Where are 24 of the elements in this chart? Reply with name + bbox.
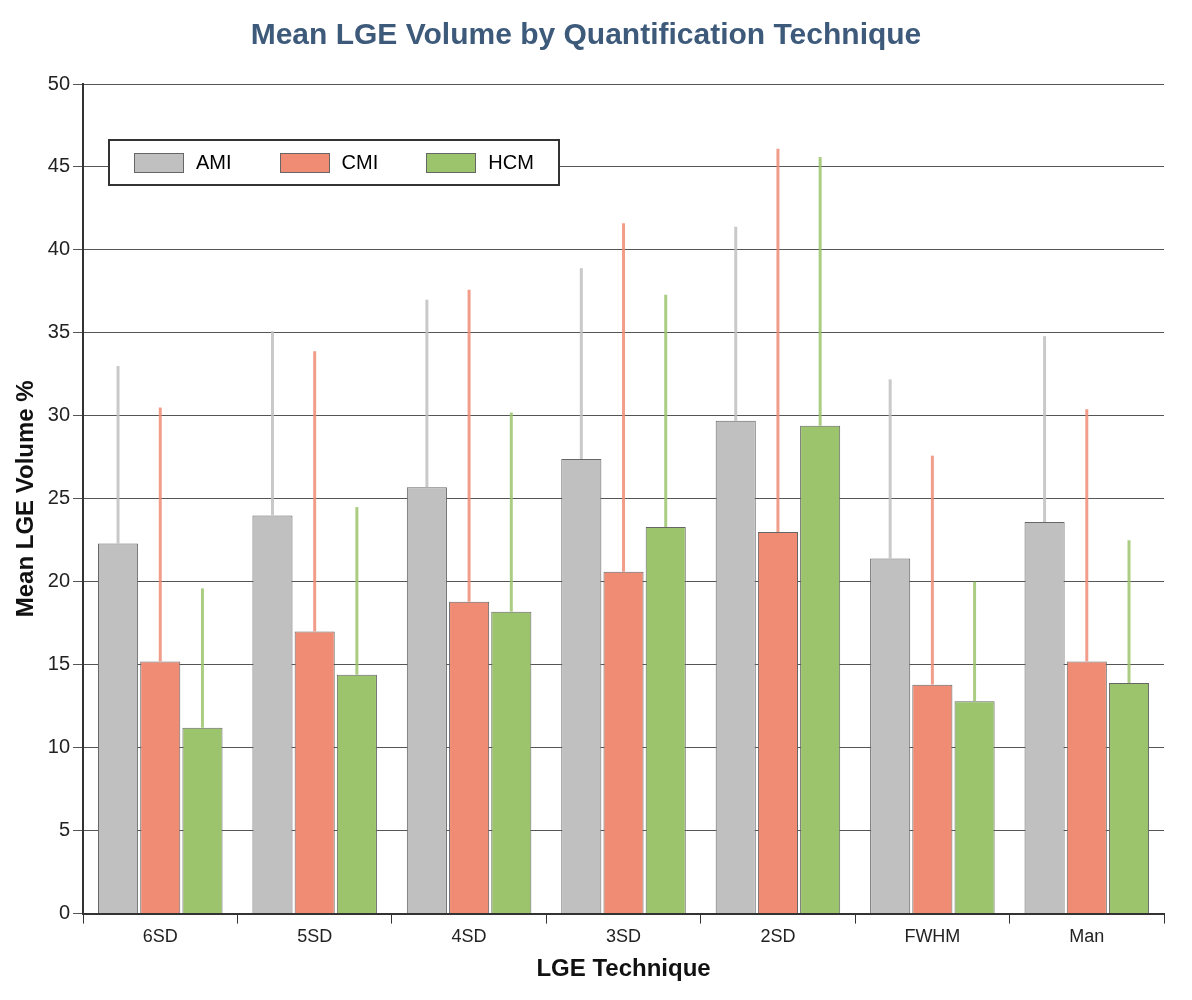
- y-tick-label: 25: [47, 486, 71, 509]
- x-tick-label: 3SD: [606, 926, 642, 947]
- y-tick-label: 45: [47, 154, 71, 177]
- y-tick-label: 10: [47, 735, 71, 758]
- x-tick-label: 6SD: [142, 926, 178, 947]
- chart-title: Mean LGE Volume by Quantification Technique: [250, 17, 922, 51]
- legend-label: CMI: [341, 151, 379, 174]
- x-tick-label: 5SD: [297, 926, 333, 947]
- x-axis-title: LGE Technique: [536, 954, 711, 982]
- y-tick-label: 0: [58, 901, 71, 924]
- y-tick-label: 30: [47, 403, 71, 426]
- x-tick-label: FWHM: [904, 926, 961, 947]
- legend-label: AMI: [196, 151, 232, 174]
- x-tick-label: 2SD: [760, 926, 796, 947]
- legend-label: HCM: [488, 151, 534, 174]
- y-tick-label: 5: [58, 818, 71, 841]
- x-tick-label: 4SD: [451, 926, 487, 947]
- x-tick-label: Man: [1069, 926, 1105, 947]
- y-tick-label: 20: [47, 569, 71, 592]
- y-tick-label: 35: [47, 320, 71, 343]
- y-axis-title: Mean LGE Volume %: [11, 380, 39, 618]
- y-tick-label: 40: [47, 237, 71, 260]
- y-tick-label: 50: [47, 71, 71, 94]
- y-tick-label: 15: [47, 652, 71, 675]
